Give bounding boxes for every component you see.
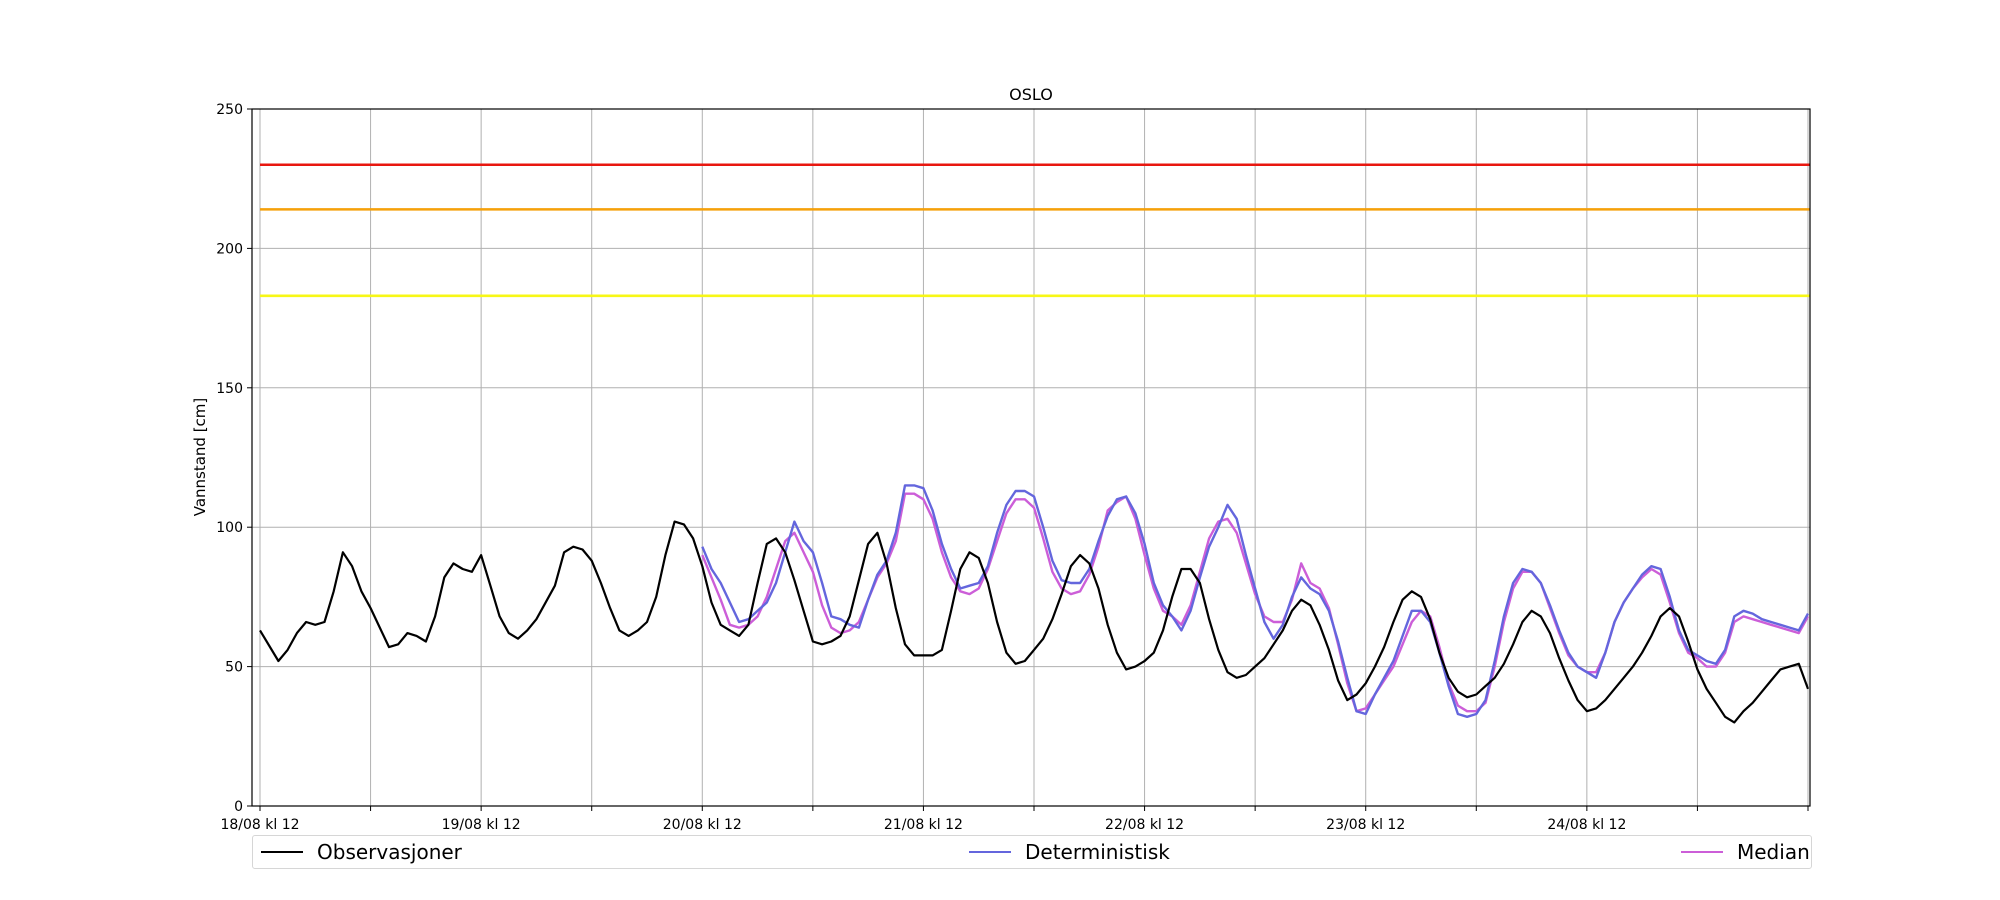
x-tick-label: 21/08 kl 12: [884, 817, 963, 833]
legend-label-deterministisk: Deterministisk: [1025, 840, 1170, 864]
grid-layer: [252, 108, 1810, 807]
y-tick-label: 150: [216, 381, 243, 397]
x-tick-label: 24/08 kl 12: [1547, 817, 1626, 833]
y-tick-label: 0: [234, 799, 243, 815]
legend-label-observasjoner: Observasjoner: [317, 840, 462, 864]
x-tick-label: 22/08 kl 12: [1105, 817, 1184, 833]
legend-swatch-median: [1681, 851, 1723, 853]
legend-swatch-observasjoner: [261, 851, 303, 853]
x-tick-label: 18/08 kl 12: [220, 817, 299, 833]
y-axis-label: Vannstand [cm]: [191, 398, 209, 517]
series-layer: [259, 484, 1810, 724]
legend-item-observasjoner: Observasjoner: [261, 836, 462, 868]
x-tick-label: 23/08 kl 12: [1326, 817, 1405, 833]
plot-frame: [251, 108, 1811, 807]
y-tick-label: 250: [216, 102, 243, 118]
legend: Observasjoner Deterministisk Median: [252, 835, 1812, 869]
y-tick-label: 100: [216, 520, 243, 536]
legend-label-median: Median: [1737, 840, 1810, 864]
x-tick-label: 20/08 kl 12: [663, 817, 742, 833]
legend-item-deterministisk: Deterministisk: [969, 836, 1170, 868]
y-tick-label: 50: [225, 660, 243, 676]
series-line-observasjoner: [259, 520, 1810, 724]
x-tick-label: 19/08 kl 12: [442, 817, 521, 833]
y-tick-label: 200: [216, 241, 243, 257]
threshold-layer: [260, 163, 1810, 298]
axis-layer: 0 50 100 150 200 250 18/08 kl 12 19/08 kl 12 20/…: [216, 102, 1809, 833]
legend-swatch-deterministisk: [969, 851, 1011, 853]
legend-item-median: Median: [1681, 836, 1810, 868]
chart-title: OSLO: [1009, 85, 1053, 104]
